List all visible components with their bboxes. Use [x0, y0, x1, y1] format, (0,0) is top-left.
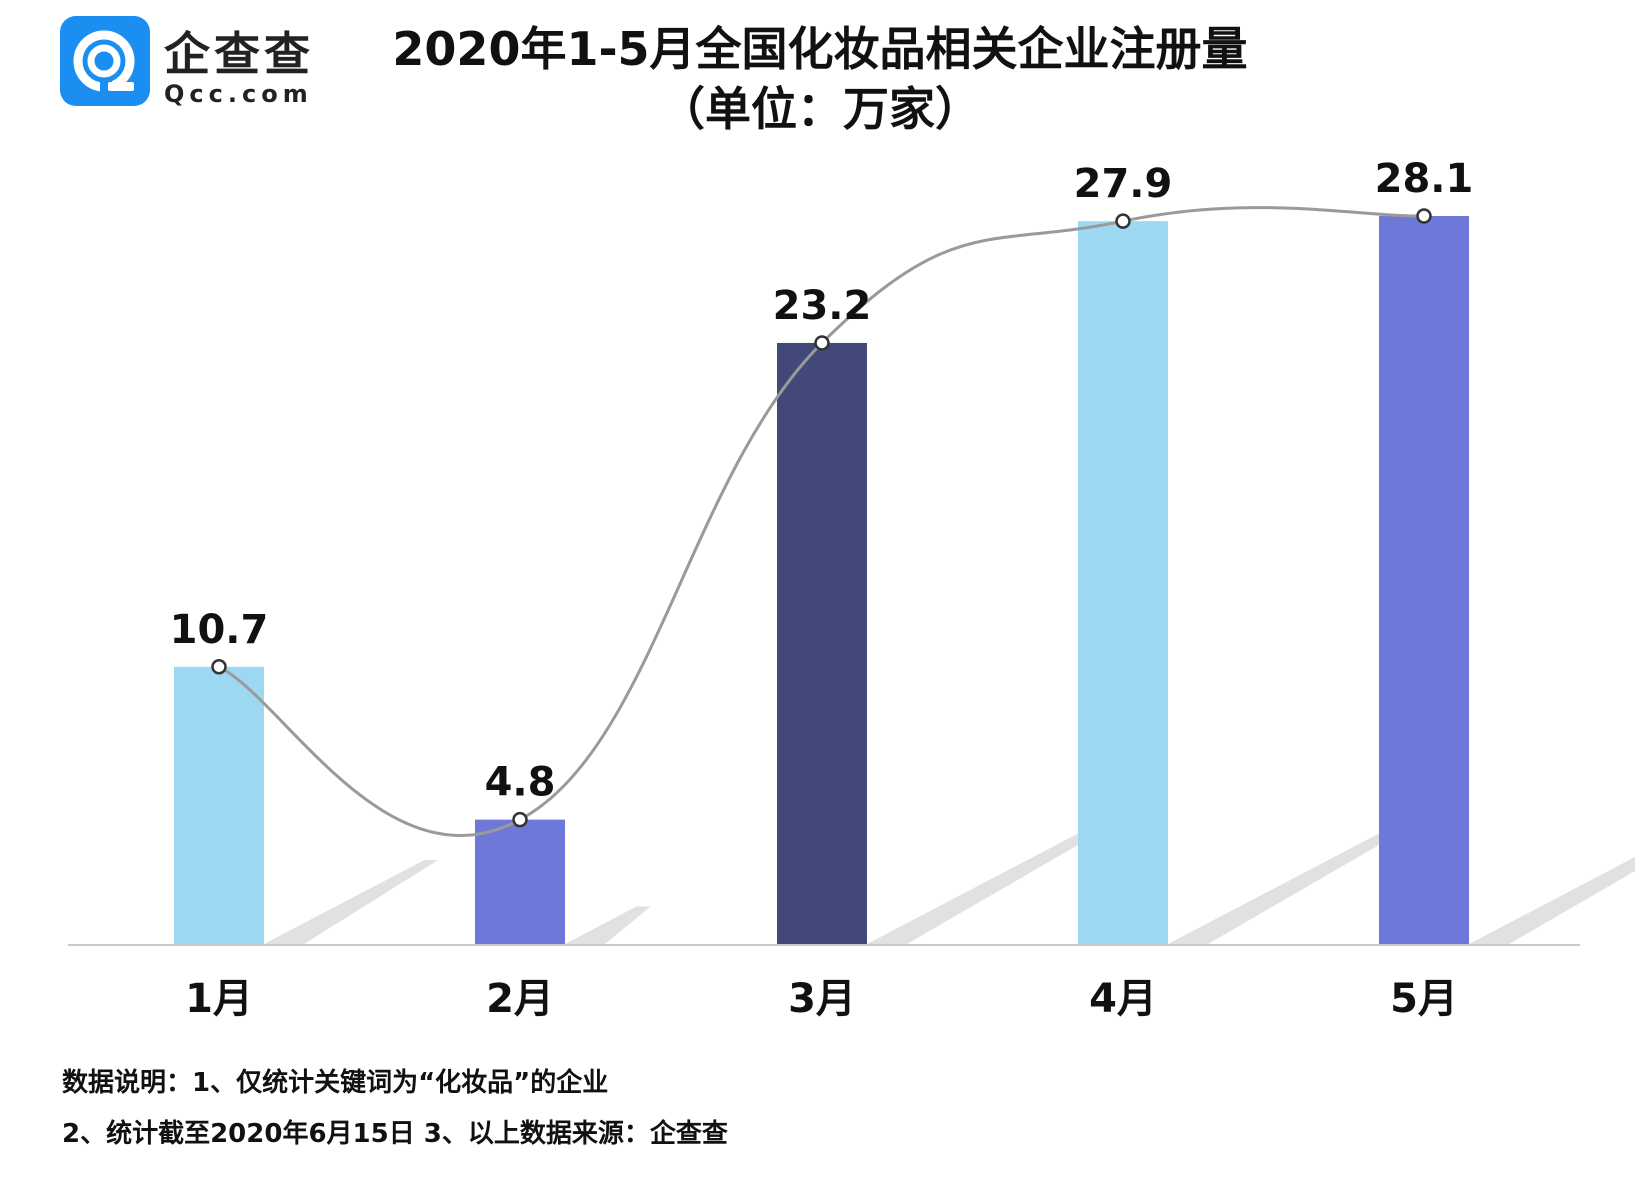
trend-point [1416, 208, 1432, 224]
bars [174, 216, 1469, 944]
x-tick-label: 4月 [1089, 976, 1157, 1022]
value-labels: 10.7 4.8 23.2 27.9 28.1 [170, 156, 1474, 806]
chart-title: 2020年1-5月全国化妆品相关企业注册量 [392, 22, 1248, 76]
value-label: 27.9 [1074, 161, 1173, 207]
logo-domain: Qcc.com [164, 80, 313, 108]
x-tick-labels: 1月 2月 3月 4月 5月 [185, 976, 1458, 1022]
bar [1379, 216, 1469, 944]
value-label: 10.7 [170, 607, 269, 653]
bar-shadow [1469, 857, 1635, 944]
trend-points [211, 208, 1432, 828]
trend-point [1115, 213, 1131, 229]
bar [1078, 221, 1168, 944]
trend-point [211, 659, 227, 675]
chart-subtitle: （单位：万家） [659, 82, 981, 136]
bar-shadow [565, 906, 651, 944]
trend-point [512, 811, 528, 828]
bar [475, 819, 565, 944]
trend-point [814, 335, 830, 351]
bar-shadow [264, 860, 439, 944]
data-note-line1: 数据说明：1、仅统计关键词为“化妆品”的企业 [62, 1068, 609, 1098]
qcc-logo: 企查查 Qcc.com [60, 16, 320, 112]
x-tick-label: 2月 [486, 976, 554, 1022]
bar [174, 666, 264, 944]
bar [777, 342, 867, 944]
qcc-logo-icon [60, 16, 150, 106]
value-label: 28.1 [1375, 156, 1474, 202]
value-label: 4.8 [485, 760, 556, 806]
logo-name: 企查查 [164, 27, 314, 81]
trend-line [218, 206, 1425, 837]
x-tick-label: 1月 [185, 976, 253, 1022]
x-tick-label: 3月 [788, 976, 856, 1022]
data-note-line2: 2、统计截至2020年6月15日 3、以上数据来源：企查查 [62, 1119, 728, 1149]
value-label: 23.2 [773, 283, 872, 329]
x-tick-label: 5月 [1390, 976, 1458, 1022]
